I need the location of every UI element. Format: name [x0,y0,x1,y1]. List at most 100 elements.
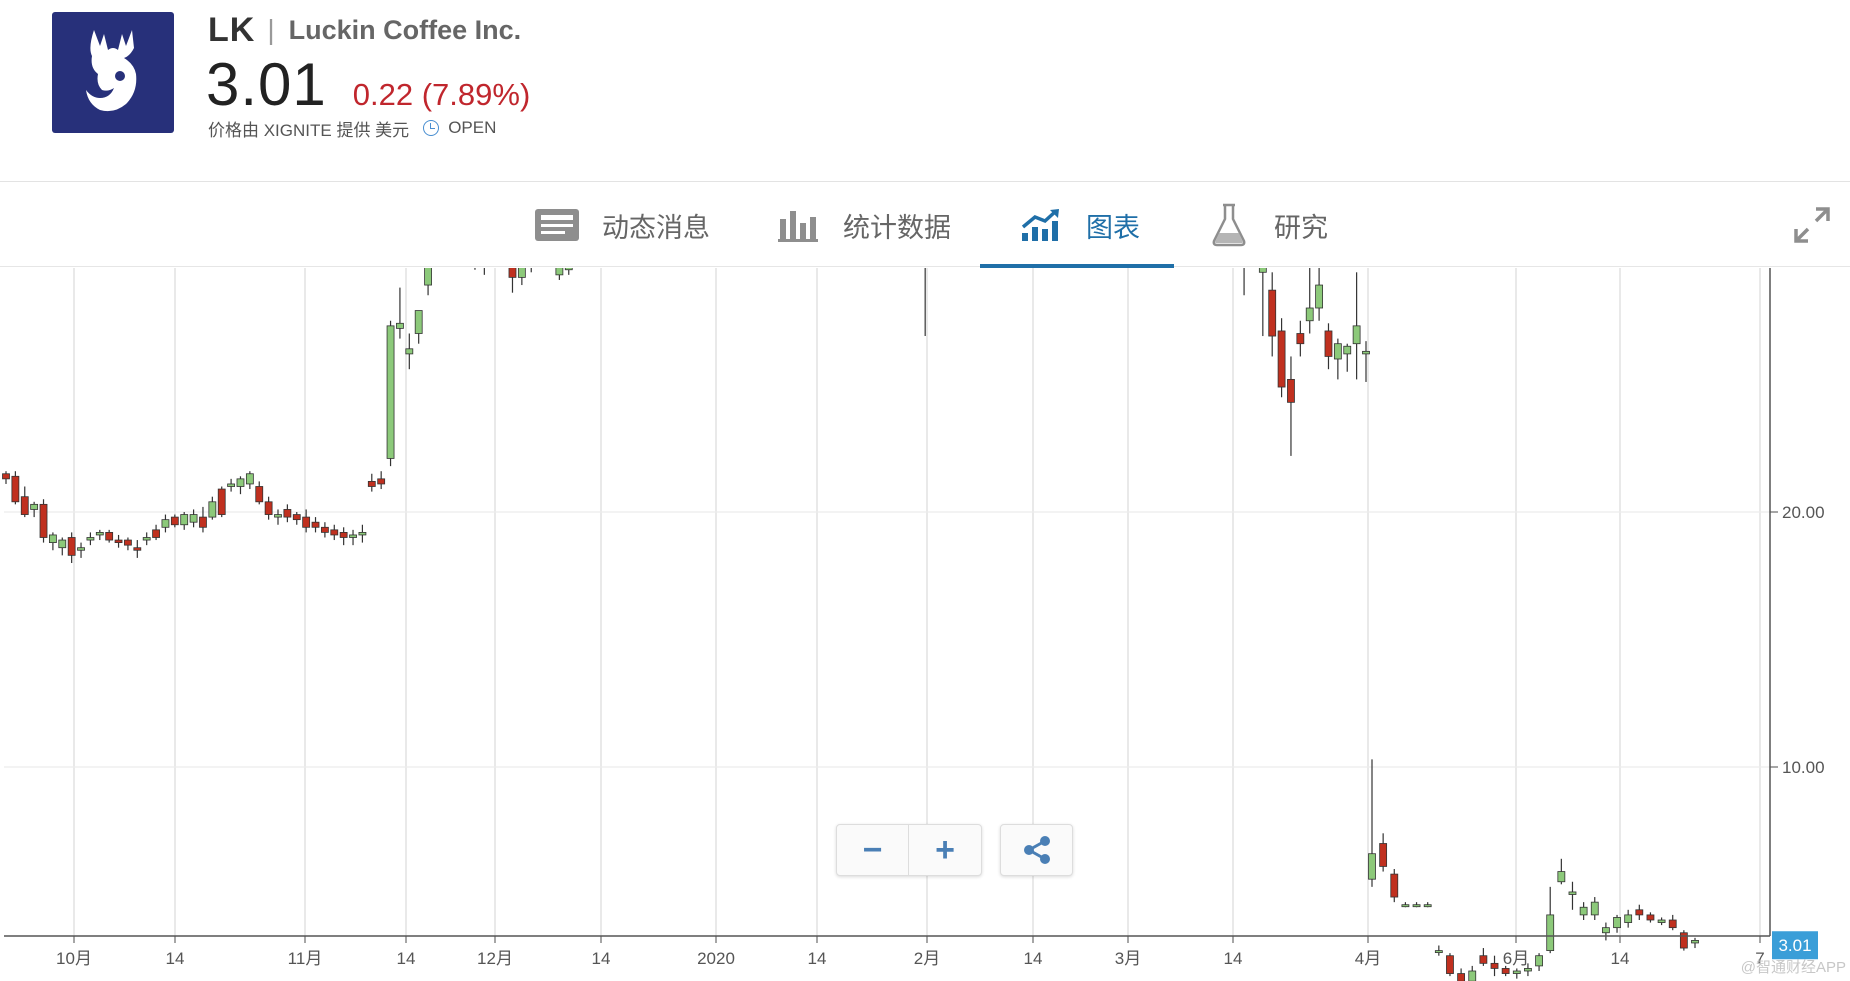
candle-body [1324,330,1333,357]
tab-news[interactable]: 动态消息 [532,183,710,267]
candle [292,512,301,525]
candle-body [320,526,329,533]
candle [396,287,404,339]
candle-body [274,514,282,518]
candle-body [1590,901,1599,916]
expand-icon[interactable] [1792,205,1832,245]
candle [1479,948,1488,966]
candle [517,268,526,286]
market-status: OPEN [448,118,497,137]
candle-body [1379,843,1388,867]
candle [1457,968,1466,981]
candle [1343,343,1352,372]
candle-body [152,529,160,538]
candle [1579,902,1588,920]
candle-body [95,532,104,536]
tab-stats[interactable]: 统计数据 [773,183,951,267]
x-tick-label: 14 [1224,949,1243,968]
candle [349,529,357,546]
candle [530,268,532,273]
candle-body [124,539,132,546]
candle [924,268,926,337]
candle-body [114,539,123,543]
candle [1368,759,1376,887]
candle-body [161,519,170,528]
candle-body [77,547,85,551]
last-price-box [1772,931,1818,960]
candle [1258,268,1267,337]
candle [1243,268,1245,296]
candle [1657,917,1666,926]
candle [330,524,339,541]
price-line: 3.01 0.22 (7.89%) [206,50,530,118]
candle [1333,338,1342,380]
candle [1305,268,1314,334]
tab-chart[interactable]: 图表 [980,183,1174,268]
x-tick-label: 7 [1755,949,1764,968]
candle-body [1568,891,1577,895]
candle [142,532,151,546]
candle-body [396,322,404,329]
candle [30,501,39,518]
zoom-in-button[interactable]: + [935,830,955,869]
candle-body [1401,904,1410,908]
candle [1557,858,1566,885]
candle [67,532,76,563]
candle-body [283,509,292,518]
candle [1412,902,1421,908]
candle [1390,869,1399,903]
candle [367,473,376,492]
y-tick-label: 20.00 [1782,503,1825,522]
last-price-label: 3.01 [1778,936,1811,955]
candle [1646,912,1655,923]
candle [1535,953,1543,971]
candle-body [199,516,207,528]
ticker-symbol: LK [208,10,256,49]
candle-body [517,268,526,278]
candle [1268,272,1277,357]
candle-body [1446,955,1454,974]
candle [320,522,329,538]
candle-body [58,539,67,549]
candle [1512,968,1521,979]
candle [255,481,264,505]
candle-body [180,514,189,526]
candle-body [11,475,20,503]
candle-body [1368,853,1376,880]
candle [1568,881,1577,910]
candle [105,529,114,543]
candle-body [1479,955,1488,964]
candle-body [1557,871,1566,883]
candle [302,509,311,533]
zoom-out-button[interactable]: − [837,825,909,875]
candle [1546,886,1555,954]
tab-stats-label: 统计数据 [843,212,951,243]
candle [1691,937,1699,949]
last-price-marker: 3.01 [1772,931,1818,960]
candle [1624,909,1633,928]
candle-body [377,478,386,485]
candle-body [1646,914,1655,921]
candle-body [1601,927,1610,934]
x-tick-label: 14 [397,949,416,968]
candle [245,471,254,490]
candle [1324,323,1333,370]
chart-grid [4,268,1770,936]
candle-body [86,537,95,541]
candle-body [1468,970,1477,981]
share-button[interactable] [1000,824,1073,876]
tab-research[interactable]: 研究 [1204,183,1328,267]
flask-icon [1204,200,1254,250]
candle-body [1423,904,1432,908]
candle [1277,318,1286,398]
candle [152,524,160,541]
chart-axes: 10月 14 11月 14 12月 14 2020 14 2月 14 3月 14 4月 6月 14 7 10.0… [4,268,1825,968]
candle [1524,963,1532,977]
candle-body [367,480,376,487]
candle-body [508,268,517,278]
candle-body [311,521,320,528]
candle-body [1268,289,1277,337]
candle-body [1258,268,1267,273]
candle [555,268,564,280]
